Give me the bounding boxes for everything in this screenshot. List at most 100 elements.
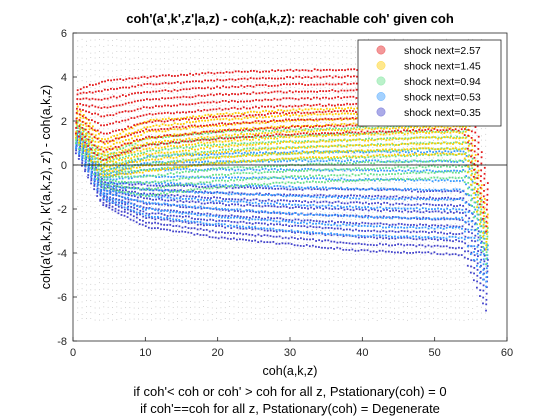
background-point bbox=[237, 70, 239, 71]
background-point bbox=[194, 46, 196, 48]
background-point bbox=[346, 87, 348, 89]
background-point bbox=[303, 266, 304, 268]
background-point bbox=[337, 254, 339, 256]
background-point bbox=[389, 312, 391, 314]
background-point bbox=[246, 200, 248, 202]
background-point bbox=[185, 62, 187, 64]
background-point bbox=[242, 76, 244, 77]
background-point bbox=[316, 225, 317, 226]
background-point bbox=[107, 248, 109, 250]
background-point bbox=[77, 206, 79, 208]
background-point bbox=[259, 301, 261, 303]
background-point bbox=[77, 151, 79, 153]
background-point bbox=[146, 205, 148, 206]
background-point bbox=[385, 145, 387, 147]
background-point bbox=[107, 207, 109, 208]
background-point bbox=[116, 181, 118, 183]
background-point bbox=[342, 253, 343, 255]
background-point bbox=[268, 81, 270, 82]
background-point bbox=[463, 158, 465, 160]
background-point bbox=[112, 247, 113, 249]
background-point bbox=[242, 253, 244, 255]
background-point bbox=[151, 75, 152, 77]
background-point bbox=[272, 301, 274, 303]
background-point bbox=[99, 140, 100, 142]
background-point bbox=[381, 205, 382, 207]
data-point bbox=[85, 149, 88, 151]
background-point bbox=[368, 175, 369, 177]
background-point bbox=[259, 82, 261, 84]
background-point bbox=[303, 106, 304, 107]
background-point bbox=[198, 294, 200, 296]
background-point bbox=[151, 212, 152, 214]
background-point bbox=[276, 288, 278, 290]
background-point bbox=[177, 241, 178, 243]
background-point bbox=[359, 141, 361, 143]
background-point bbox=[441, 182, 443, 184]
data-point bbox=[128, 183, 131, 186]
background-point bbox=[376, 313, 378, 315]
background-point bbox=[138, 212, 139, 214]
data-point bbox=[194, 196, 197, 198]
background-point bbox=[99, 39, 100, 40]
background-point bbox=[276, 271, 278, 273]
background-point bbox=[420, 313, 421, 314]
background-point bbox=[350, 134, 352, 136]
background-point bbox=[107, 70, 109, 72]
background-point bbox=[90, 241, 92, 243]
background-point bbox=[454, 312, 456, 314]
background-point bbox=[276, 75, 278, 77]
background-point bbox=[398, 175, 400, 177]
background-point bbox=[81, 164, 83, 165]
background-point bbox=[472, 259, 474, 261]
background-point bbox=[363, 254, 365, 256]
background-point bbox=[329, 40, 330, 42]
background-point bbox=[281, 98, 283, 100]
background-point bbox=[437, 163, 439, 165]
background-point bbox=[316, 318, 317, 320]
background-point bbox=[129, 201, 131, 202]
background-point bbox=[198, 181, 200, 183]
background-point bbox=[77, 259, 79, 260]
background-point bbox=[441, 296, 443, 298]
data-point bbox=[187, 222, 190, 225]
background-point bbox=[116, 147, 118, 149]
background-point bbox=[281, 111, 283, 113]
background-point bbox=[220, 295, 222, 297]
background-point bbox=[138, 50, 139, 52]
background-point bbox=[77, 92, 79, 94]
background-point bbox=[146, 248, 148, 250]
background-point bbox=[398, 188, 400, 189]
background-point bbox=[359, 253, 361, 255]
background-point bbox=[255, 266, 257, 268]
background-point bbox=[94, 123, 96, 124]
background-point bbox=[303, 313, 304, 315]
data-point bbox=[120, 210, 123, 213]
background-point bbox=[320, 301, 322, 302]
background-point bbox=[116, 99, 118, 101]
background-point bbox=[224, 277, 226, 279]
background-point bbox=[385, 140, 387, 142]
background-point bbox=[172, 75, 174, 77]
background-point bbox=[363, 270, 365, 272]
background-point bbox=[120, 259, 122, 261]
data-point bbox=[88, 159, 91, 162]
background-point bbox=[198, 51, 200, 53]
background-point bbox=[107, 56, 109, 58]
background-point bbox=[428, 265, 430, 266]
background-point bbox=[424, 200, 426, 202]
background-point bbox=[281, 278, 283, 279]
data-point bbox=[179, 206, 182, 208]
background-point bbox=[116, 235, 118, 236]
background-point bbox=[120, 217, 122, 219]
background-point bbox=[81, 241, 83, 243]
background-point bbox=[259, 69, 261, 71]
background-point bbox=[398, 141, 400, 142]
data-point bbox=[85, 158, 87, 161]
background-point bbox=[224, 121, 226, 123]
data-point bbox=[170, 199, 173, 202]
background-point bbox=[263, 140, 265, 141]
background-point bbox=[194, 75, 196, 77]
background-point bbox=[433, 199, 435, 201]
background-point bbox=[303, 205, 304, 207]
